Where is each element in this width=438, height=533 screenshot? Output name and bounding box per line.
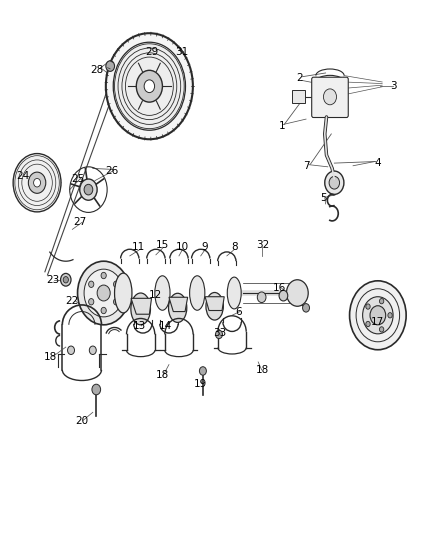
Text: 25: 25 bbox=[71, 174, 84, 184]
Text: 18: 18 bbox=[156, 370, 169, 380]
Polygon shape bbox=[205, 297, 224, 311]
Circle shape bbox=[144, 80, 155, 93]
Circle shape bbox=[28, 172, 46, 193]
Circle shape bbox=[60, 273, 71, 286]
Circle shape bbox=[379, 327, 384, 332]
Circle shape bbox=[136, 70, 162, 102]
Circle shape bbox=[89, 346, 96, 354]
Text: 28: 28 bbox=[91, 66, 104, 75]
Circle shape bbox=[113, 298, 119, 305]
Text: 15: 15 bbox=[156, 240, 169, 251]
Text: 19: 19 bbox=[194, 379, 207, 389]
Ellipse shape bbox=[206, 293, 223, 320]
Text: 4: 4 bbox=[374, 158, 381, 168]
Circle shape bbox=[67, 346, 74, 354]
Ellipse shape bbox=[227, 277, 241, 309]
Circle shape bbox=[63, 277, 68, 283]
Circle shape bbox=[325, 171, 344, 195]
Circle shape bbox=[379, 298, 384, 304]
Circle shape bbox=[88, 281, 94, 287]
Circle shape bbox=[257, 292, 266, 303]
Polygon shape bbox=[169, 297, 187, 312]
Circle shape bbox=[303, 304, 310, 312]
FancyBboxPatch shape bbox=[292, 91, 305, 103]
Text: 12: 12 bbox=[149, 289, 162, 300]
Text: 18: 18 bbox=[256, 365, 269, 375]
Text: 7: 7 bbox=[303, 161, 309, 171]
Circle shape bbox=[350, 281, 406, 350]
Text: 22: 22 bbox=[66, 296, 79, 306]
Text: 27: 27 bbox=[73, 217, 86, 228]
Text: 13: 13 bbox=[133, 321, 146, 331]
Text: 24: 24 bbox=[17, 172, 30, 181]
Circle shape bbox=[113, 42, 185, 130]
Circle shape bbox=[88, 298, 94, 305]
Text: 32: 32 bbox=[256, 240, 269, 251]
Circle shape bbox=[101, 308, 106, 314]
Circle shape bbox=[366, 321, 370, 327]
Text: 5: 5 bbox=[320, 192, 327, 203]
Text: 23: 23 bbox=[46, 274, 60, 285]
Text: 33: 33 bbox=[213, 328, 226, 338]
Circle shape bbox=[363, 297, 393, 334]
Text: 10: 10 bbox=[176, 243, 189, 253]
Ellipse shape bbox=[131, 293, 150, 325]
Circle shape bbox=[34, 179, 41, 187]
Ellipse shape bbox=[169, 293, 187, 322]
FancyBboxPatch shape bbox=[312, 77, 348, 117]
Text: 14: 14 bbox=[159, 321, 173, 331]
Circle shape bbox=[323, 89, 336, 105]
Ellipse shape bbox=[155, 276, 170, 310]
Circle shape bbox=[215, 330, 223, 338]
Circle shape bbox=[366, 304, 370, 309]
Circle shape bbox=[84, 184, 93, 195]
Circle shape bbox=[101, 272, 106, 279]
Text: 18: 18 bbox=[44, 352, 57, 361]
Circle shape bbox=[279, 290, 288, 301]
Text: 3: 3 bbox=[390, 81, 396, 91]
Circle shape bbox=[13, 154, 61, 212]
Circle shape bbox=[78, 261, 130, 325]
Circle shape bbox=[329, 176, 339, 189]
Text: 9: 9 bbox=[202, 243, 208, 253]
Text: 29: 29 bbox=[145, 47, 158, 56]
Circle shape bbox=[84, 269, 123, 317]
Text: 1: 1 bbox=[279, 121, 286, 131]
Circle shape bbox=[97, 285, 110, 301]
Text: 8: 8 bbox=[231, 243, 237, 253]
Circle shape bbox=[106, 61, 115, 71]
Circle shape bbox=[388, 313, 392, 318]
Text: 17: 17 bbox=[371, 317, 385, 327]
Ellipse shape bbox=[115, 273, 132, 313]
Circle shape bbox=[286, 280, 308, 306]
Circle shape bbox=[106, 33, 193, 139]
Text: 2: 2 bbox=[296, 73, 303, 83]
Ellipse shape bbox=[190, 276, 205, 310]
Text: 16: 16 bbox=[273, 282, 286, 293]
Text: 26: 26 bbox=[106, 166, 119, 176]
Text: 31: 31 bbox=[175, 47, 189, 56]
Circle shape bbox=[80, 179, 97, 200]
Circle shape bbox=[113, 281, 119, 287]
Text: 6: 6 bbox=[235, 306, 242, 317]
Polygon shape bbox=[131, 298, 152, 314]
Circle shape bbox=[92, 384, 101, 395]
Text: 20: 20 bbox=[75, 416, 88, 426]
Circle shape bbox=[199, 367, 206, 375]
Circle shape bbox=[370, 306, 386, 325]
Text: 11: 11 bbox=[132, 243, 145, 253]
